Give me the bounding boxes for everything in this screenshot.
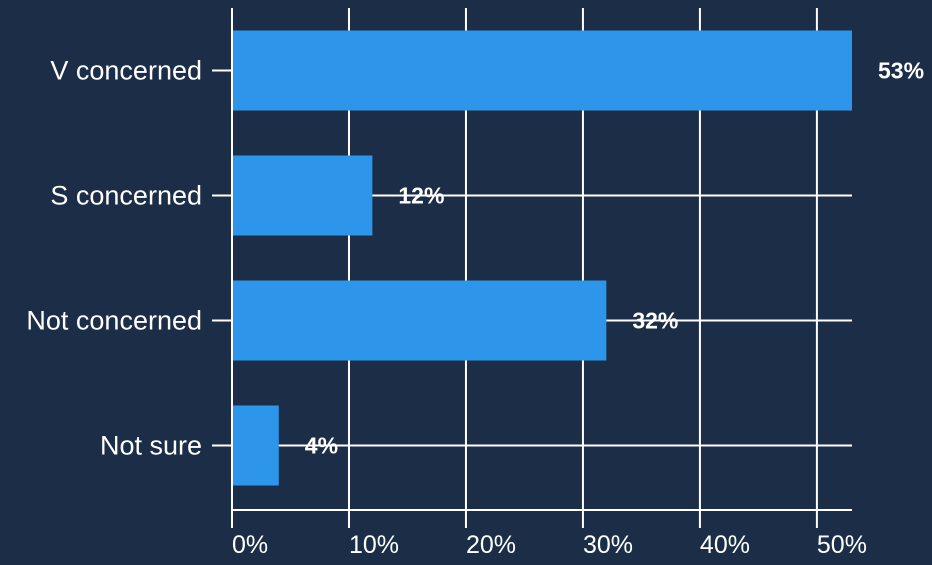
category-label: V concerned	[50, 56, 202, 86]
category-label: Not concerned	[26, 306, 202, 336]
category-label: Not sure	[100, 431, 202, 461]
data-label: 32%	[632, 308, 678, 334]
bar	[232, 30, 852, 111]
x-tick-label: 40%	[700, 531, 750, 559]
x-tick-label: 50%	[817, 531, 867, 559]
bar	[232, 280, 607, 361]
x-tick-label: 20%	[466, 531, 516, 559]
x-tick-label: 30%	[583, 531, 633, 559]
axis-layer	[212, 8, 852, 528]
bar	[232, 405, 279, 486]
data-label: 4%	[305, 433, 338, 459]
label-layer: 0% 10% 20% 30% 40% 50% V concerned S concerned N…	[26, 56, 924, 560]
x-tick-label: 0%	[232, 531, 268, 559]
x-tick-label: 10%	[349, 531, 399, 559]
category-label: S concerned	[50, 181, 202, 211]
data-label: 12%	[398, 183, 444, 209]
bar	[232, 155, 373, 236]
bar-layer	[232, 30, 852, 486]
data-label: 53%	[878, 58, 924, 84]
